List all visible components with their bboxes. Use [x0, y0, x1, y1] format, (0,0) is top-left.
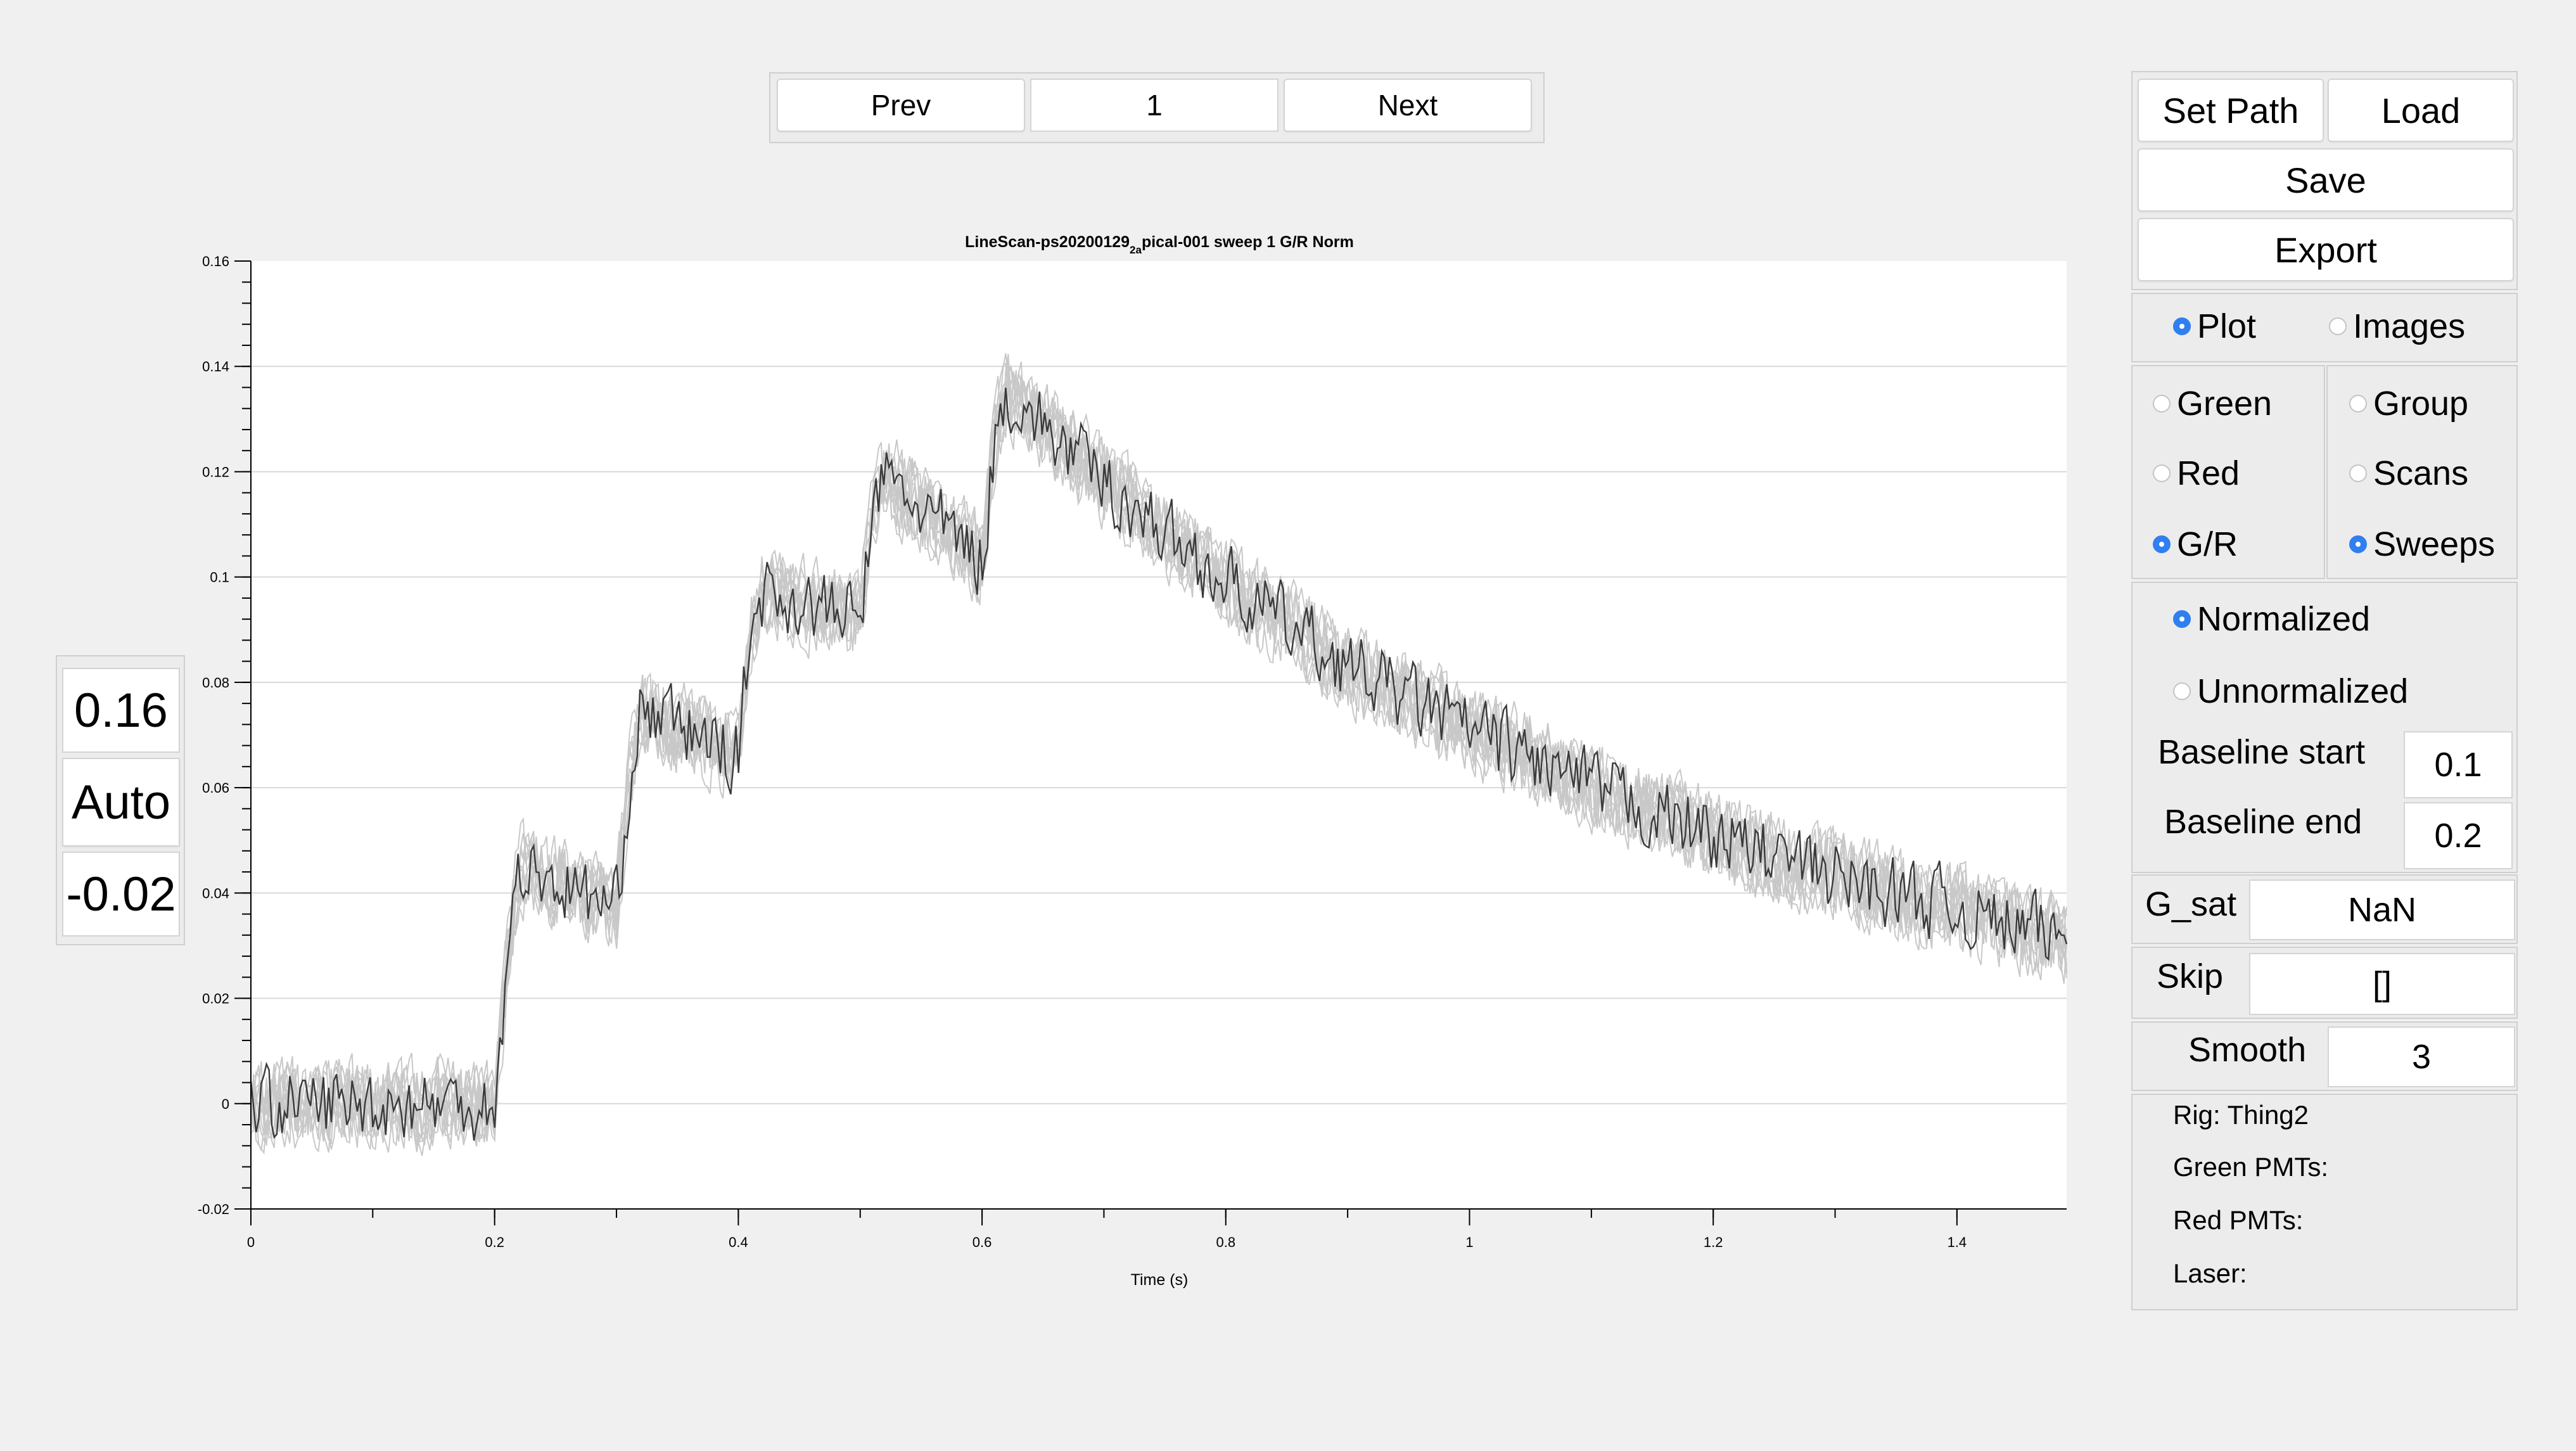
page-number-field[interactable]: 1: [1030, 79, 1278, 132]
prev-button[interactable]: Prev: [777, 79, 1025, 132]
y-tick-label: 0.08: [202, 675, 229, 691]
file-actions-panel: Set Path Load Save Export: [2131, 71, 2518, 290]
plot-radio-label: Plot: [2197, 307, 2257, 345]
x-tick-label: 0.6: [972, 1234, 992, 1250]
sweep-plot: LineScan-ps202001292apical-001 sweep 1 G…: [198, 233, 2068, 1289]
gr-radio-dot: [2153, 535, 2171, 553]
rig-info: Rig: Thing2: [2173, 1100, 2309, 1130]
normalization-panel: Normalized Unnormalized Baseline start 0…: [2131, 582, 2518, 873]
set-path-button[interactable]: Set Path: [2138, 79, 2324, 142]
baseline-end-field[interactable]: 0.2: [2404, 802, 2513, 869]
smooth-label: Smooth: [2188, 1031, 2307, 1069]
scans-radio[interactable]: Scans: [2349, 454, 2468, 493]
plot-area: [251, 261, 2067, 1209]
green-radio-dot: [2153, 395, 2171, 412]
y-tick-label: 0.04: [202, 885, 229, 901]
y-min-field[interactable]: -0.02: [62, 852, 180, 936]
x-tick-label: 0: [247, 1234, 255, 1250]
sweeps-radio-dot: [2349, 535, 2367, 553]
images-radio[interactable]: Images: [2329, 307, 2465, 346]
laser-info: Laser:: [2173, 1258, 2247, 1288]
sweep-nav-panel: Prev 1 Next: [769, 72, 1545, 143]
green-radio[interactable]: Green: [2153, 384, 2272, 423]
group-radio-label: Group: [2373, 385, 2469, 423]
skip-field[interactable]: []: [2249, 953, 2515, 1015]
scans-radio-label: Scans: [2373, 454, 2469, 492]
unnormalized-radio-label: Unnormalized: [2197, 672, 2409, 710]
y-tick-label: 0.16: [202, 253, 229, 269]
images-radio-label: Images: [2353, 307, 2466, 345]
next-button[interactable]: Next: [1284, 79, 1532, 132]
x-tick-label: 1: [1465, 1234, 1473, 1250]
y-tick-label: 0: [222, 1096, 229, 1112]
gr-radio[interactable]: G/R: [2153, 525, 2238, 564]
x-tick-label: 0.4: [729, 1234, 748, 1250]
view-mode-panel: Plot Images: [2131, 293, 2518, 362]
green-pmts-info: Green PMTs:: [2173, 1152, 2329, 1182]
red-radio[interactable]: Red: [2153, 454, 2240, 493]
plot-title: LineScan-ps202001292apical-001 sweep 1 G…: [965, 233, 1354, 256]
rig-info-panel: Rig: Thing2 Green PMTs: Red PMTs: Laser:: [2131, 1094, 2518, 1310]
x-tick-label: 1.2: [1704, 1234, 1723, 1250]
baseline-end-label: Baseline end: [2164, 803, 2362, 841]
red-pmts-info: Red PMTs:: [2173, 1205, 2304, 1235]
export-button[interactable]: Export: [2138, 218, 2514, 281]
normalized-radio-dot: [2173, 610, 2191, 628]
mean-trace: [250, 387, 2068, 1141]
baseline-start-label: Baseline start: [2158, 733, 2366, 771]
unnormalized-radio[interactable]: Unnormalized: [2173, 672, 2408, 711]
smooth-panel: Smooth 3: [2131, 1021, 2518, 1091]
y-tick-label: 0.1: [210, 570, 229, 585]
baseline-start-field[interactable]: 0.1: [2404, 731, 2513, 798]
sweeps-radio-label: Sweeps: [2373, 525, 2496, 563]
green-radio-label: Green: [2177, 385, 2273, 423]
y-tick-label: -0.02: [198, 1201, 229, 1217]
gsat-field[interactable]: NaN: [2249, 879, 2515, 940]
normalized-radio[interactable]: Normalized: [2173, 599, 2370, 639]
y-tick-label: 0.12: [202, 464, 229, 480]
normalized-radio-label: Normalized: [2197, 600, 2371, 638]
load-button[interactable]: Load: [2328, 79, 2514, 142]
gsat-panel: G_sat NaN: [2131, 874, 2518, 944]
x-tick-label: 0.2: [485, 1234, 504, 1250]
channel-panel: Green Red G/R: [2131, 365, 2325, 579]
smooth-field[interactable]: 3: [2328, 1026, 2515, 1087]
scans-radio-dot: [2349, 464, 2367, 482]
group-radio-dot: [2349, 395, 2367, 412]
save-button[interactable]: Save: [2138, 148, 2514, 212]
skip-panel: Skip []: [2131, 947, 2518, 1019]
gsat-label: G_sat: [2145, 885, 2237, 923]
y-auto-button[interactable]: Auto: [62, 758, 180, 847]
group-radio[interactable]: Group: [2349, 384, 2468, 423]
plot-radio-dot: [2173, 317, 2191, 335]
y-tick-label: 0.02: [202, 991, 229, 1007]
skip-label: Skip: [2157, 957, 2224, 995]
grouping-panel: Group Scans Sweeps: [2326, 365, 2518, 579]
x-axis-label: Time (s): [1131, 1271, 1189, 1289]
y-tick-label: 0.06: [202, 780, 229, 796]
x-tick-label: 0.8: [1216, 1234, 1235, 1250]
y-tick-label: 0.14: [202, 359, 229, 374]
red-radio-label: Red: [2177, 454, 2240, 492]
y-max-field[interactable]: 0.16: [62, 668, 180, 753]
unnormalized-radio-dot: [2173, 682, 2191, 700]
x-tick-label: 1.4: [1948, 1234, 1967, 1250]
images-radio-dot: [2329, 317, 2347, 335]
sweeps-radio[interactable]: Sweeps: [2349, 525, 2495, 564]
red-radio-dot: [2153, 464, 2171, 482]
gr-radio-label: G/R: [2177, 525, 2238, 563]
plot-radio[interactable]: Plot: [2173, 307, 2256, 346]
y-axis-control-panel: 0.16 Auto -0.02: [56, 655, 185, 945]
